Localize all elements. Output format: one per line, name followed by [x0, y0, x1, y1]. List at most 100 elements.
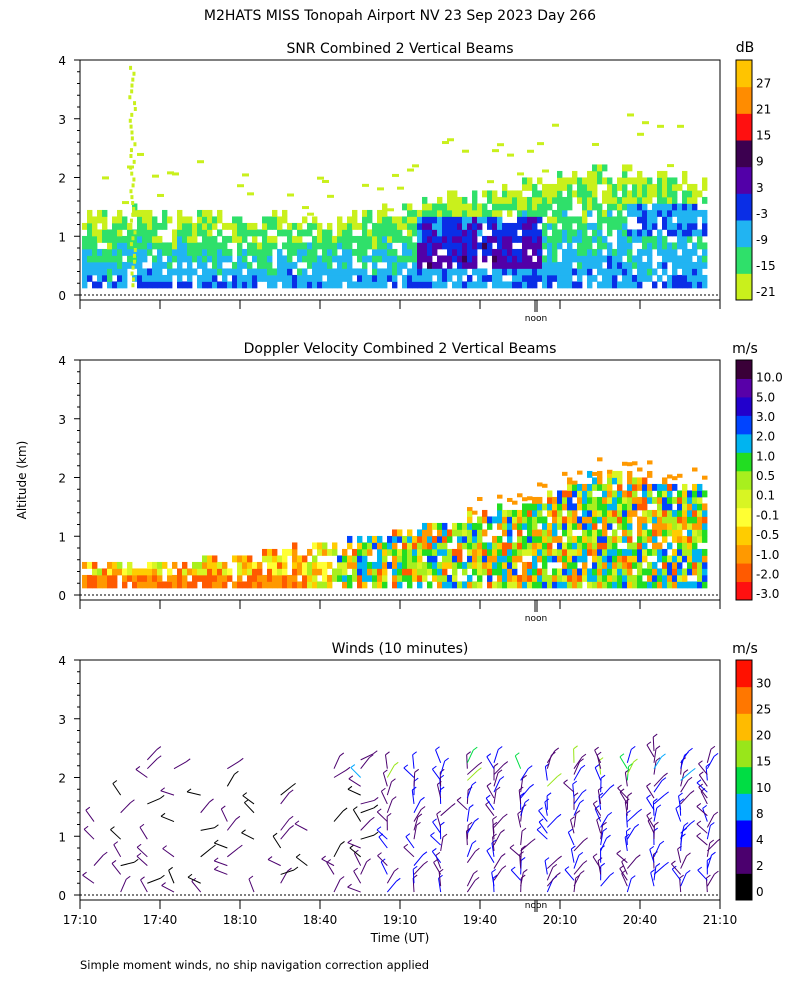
snr-cell [527, 209, 533, 217]
colorbar-segment [736, 60, 752, 88]
velocity-cell [682, 555, 688, 563]
snr-cell [682, 170, 688, 178]
velocity-cell [612, 561, 618, 569]
velocity-cell [597, 457, 603, 462]
wind-barb [616, 853, 628, 864]
velocity-cell [677, 509, 683, 517]
colorbar-label: 3 [756, 181, 764, 195]
snr-cell [672, 255, 678, 263]
wind-barb [466, 843, 473, 857]
snr-cell [587, 177, 593, 185]
snr-cell [187, 235, 193, 243]
snr-cell [472, 209, 478, 217]
wind-barb [436, 784, 442, 799]
snr-cell [562, 255, 568, 263]
velocity-cell [407, 581, 413, 589]
snr-cell [637, 255, 643, 263]
velocity-cell [562, 574, 568, 582]
velocity-cell [187, 581, 193, 589]
snr-cell [672, 229, 678, 237]
snr-cell [137, 222, 143, 230]
snr-cell [467, 274, 473, 282]
velocity-cell [157, 581, 163, 589]
wind-barb [147, 877, 161, 884]
snr-cell [247, 229, 253, 237]
snr-cell [497, 209, 503, 217]
velocity-cell [392, 529, 398, 537]
snr-cell [157, 268, 163, 276]
snr-cell [532, 216, 538, 224]
snr-cell [272, 242, 278, 250]
velocity-cell [427, 555, 433, 563]
velocity-cell [612, 470, 618, 478]
velocity-cell [682, 568, 688, 576]
snr-cell [202, 261, 208, 269]
snr-cell [617, 209, 623, 217]
snr-cell [512, 235, 518, 243]
wind-barb-flag [238, 844, 243, 849]
snr-cell [452, 268, 458, 276]
snr-cell [407, 222, 413, 230]
snr-cell [342, 248, 348, 256]
snr-cell [337, 261, 343, 269]
snr-cell [582, 255, 588, 263]
velocity-cell [477, 522, 483, 530]
velocity-cell [577, 503, 583, 511]
wind-barb [440, 760, 446, 775]
velocity-cell [377, 548, 383, 556]
snr-cell [487, 235, 493, 243]
snr-cell [492, 281, 498, 289]
snr-cell [572, 255, 578, 263]
snr-cell [312, 235, 318, 243]
wind-barb [493, 868, 503, 881]
snr-cell [642, 242, 648, 250]
snr-cell [177, 216, 183, 224]
snr-cell [247, 281, 253, 289]
velocity-cell [567, 535, 573, 543]
wind-barb [280, 870, 288, 884]
wind-barb [680, 770, 692, 781]
velocity-cell [507, 568, 513, 576]
velocity-cell [687, 555, 693, 563]
snr-cell [237, 229, 243, 237]
wind-barb-flag [235, 815, 241, 820]
colorbar-segment [736, 489, 752, 509]
snr-cell [547, 183, 553, 191]
velocity-cell [647, 516, 653, 524]
wind-barb [706, 749, 712, 763]
snr-cell [662, 190, 668, 198]
velocity-cell [672, 555, 678, 563]
snr-cell [332, 281, 338, 289]
wind-barb-flag [671, 860, 676, 865]
velocity-cell [557, 522, 563, 530]
snr-cell [142, 216, 148, 224]
snr-cell [622, 242, 628, 250]
velocity-cell [357, 548, 363, 556]
snr-cell [567, 229, 573, 237]
snr-cell [157, 242, 163, 250]
colorbar-label: 9 [756, 155, 764, 169]
velocity-cell [612, 568, 618, 576]
snr-cell [467, 235, 473, 243]
snr-cell [582, 183, 588, 191]
snr-cell [557, 203, 563, 211]
colorbar-label: 0 [756, 885, 764, 899]
velocity-cell [387, 548, 393, 556]
velocity-cell [567, 581, 573, 589]
wind-barb [430, 835, 442, 846]
velocity-cell [517, 509, 523, 517]
snr-cell [212, 235, 218, 243]
velocity-cell [397, 529, 403, 537]
snr-cell [437, 268, 443, 276]
snr-cell [622, 274, 628, 282]
snr-cell [522, 281, 528, 289]
snr-cell [607, 216, 613, 224]
velocity-cell [532, 548, 538, 556]
wind-barb [698, 786, 708, 799]
velocity-cell [562, 529, 568, 537]
velocity-cell [552, 516, 558, 524]
x-tick-label: 20:40 [623, 913, 658, 927]
snr-cell [607, 268, 613, 276]
velocity-cell [217, 568, 223, 576]
velocity-cell [622, 496, 628, 504]
